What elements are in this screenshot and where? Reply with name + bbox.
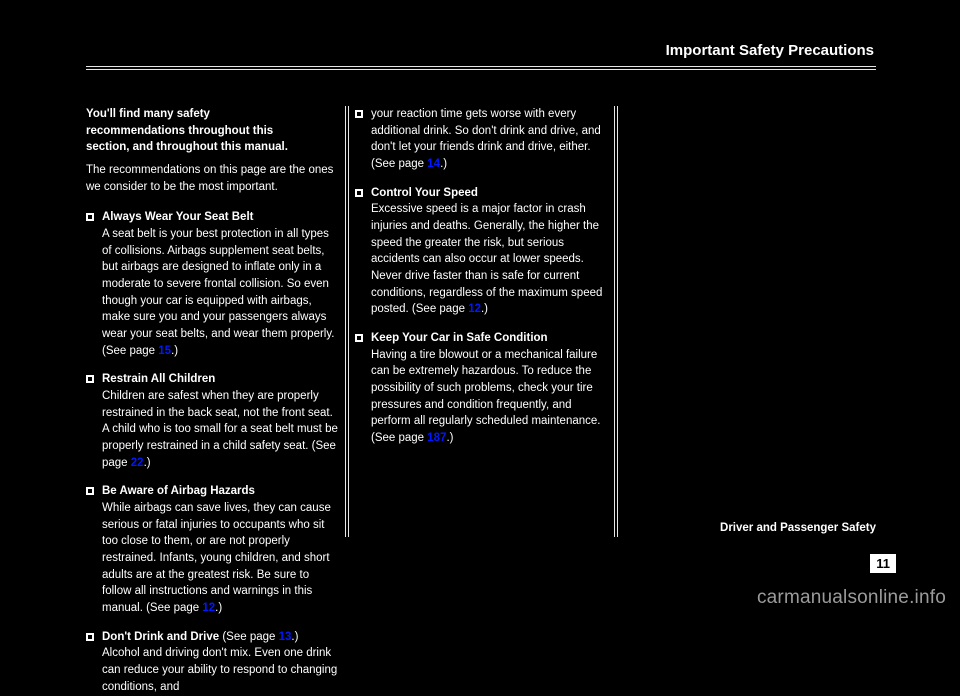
page-title: Important Safety Precautions bbox=[666, 42, 874, 59]
column-1: You'll find many safety recommendations … bbox=[86, 106, 338, 537]
bullet-text: Control Your Speed Excessive speed is a … bbox=[371, 185, 607, 318]
bullet-icon bbox=[355, 189, 363, 197]
bullet-icon bbox=[355, 110, 363, 118]
column-divider bbox=[614, 106, 618, 537]
bullet-item: Always Wear Your Seat Belt A seat belt i… bbox=[86, 209, 338, 359]
bullet-text: Don't Drink and Drive (See page 13.) Alc… bbox=[102, 629, 338, 696]
bullet-item: Keep Your Car in Safe Condition Having a… bbox=[355, 330, 607, 447]
bullet-item: Don't Drink and Drive (See page 13.) Alc… bbox=[86, 629, 338, 696]
content-columns: You'll find many safety recommendations … bbox=[86, 106, 876, 537]
bullet-text: your reaction time gets worse with every… bbox=[371, 106, 607, 173]
watermark: carmanualsonline.info bbox=[757, 587, 946, 609]
bullet-body: Excessive speed is a major factor in cra… bbox=[371, 203, 602, 315]
bullet-icon bbox=[86, 375, 94, 383]
bullet-title: Restrain All Children bbox=[102, 373, 215, 385]
bullet-body-after: .) bbox=[215, 602, 222, 614]
bullet-icon bbox=[86, 213, 94, 221]
intro-line: You'll find many safety bbox=[86, 108, 210, 120]
intro-body: The recommendations on this page are the… bbox=[86, 162, 338, 195]
page-number: 11 bbox=[870, 554, 896, 573]
column-divider bbox=[345, 106, 349, 537]
bullet-body: your reaction time gets worse with every… bbox=[371, 108, 601, 170]
bullet-title: Keep Your Car in Safe Condition bbox=[371, 332, 548, 344]
header-divider bbox=[86, 66, 876, 70]
page-link[interactable]: 22 bbox=[131, 457, 144, 469]
intro-line: recommendations throughout this bbox=[86, 125, 273, 137]
bullet-body-after: .) bbox=[481, 303, 488, 315]
bullet-body-after: .) bbox=[144, 457, 151, 469]
page-link[interactable]: 13 bbox=[279, 631, 292, 643]
page-link[interactable]: 14 bbox=[427, 158, 440, 170]
bullet-text: Be Aware of Airbag Hazards While airbags… bbox=[102, 483, 338, 616]
page-link[interactable]: 15 bbox=[158, 345, 171, 357]
bullet-body: While airbags can save lives, they can c… bbox=[102, 502, 331, 614]
bullet-body: Having a tire blowout or a mechanical fa… bbox=[371, 349, 600, 444]
bullet-body-after: .) bbox=[171, 345, 178, 357]
bullet-item: Control Your Speed Excessive speed is a … bbox=[355, 185, 607, 318]
intro-line: section, and throughout this manual. bbox=[86, 141, 288, 153]
bullet-title: Control Your Speed bbox=[371, 187, 478, 199]
bullet-body: Alcohol and driving don't mix. Even one … bbox=[102, 647, 337, 692]
page-link[interactable]: 12 bbox=[468, 303, 481, 315]
bullet-text: Restrain All Children Children are safes… bbox=[102, 371, 338, 471]
column-3: Driver and Passenger Safety bbox=[624, 106, 876, 537]
bullet-icon bbox=[86, 633, 94, 641]
bullet-body-after: .) bbox=[440, 158, 447, 170]
bullet-text: Always Wear Your Seat Belt A seat belt i… bbox=[102, 209, 338, 359]
bullet-title: Be Aware of Airbag Hazards bbox=[102, 485, 255, 497]
bullet-body: A seat belt is your best protection in a… bbox=[102, 228, 334, 357]
bullet-page-pre: (See page bbox=[222, 631, 278, 643]
bullet-body-after: .) bbox=[446, 432, 453, 444]
manual-page: Important Safety Precautions You'll find… bbox=[0, 0, 960, 617]
bullet-icon bbox=[355, 334, 363, 342]
bullet-title: Don't Drink and Drive bbox=[102, 631, 219, 643]
page-link[interactable]: 12 bbox=[202, 602, 215, 614]
bullet-item: your reaction time gets worse with every… bbox=[355, 106, 607, 173]
bullet-title: Always Wear Your Seat Belt bbox=[102, 211, 253, 223]
section-label: Driver and Passenger Safety bbox=[720, 520, 876, 537]
bullet-item: Restrain All Children Children are safes… bbox=[86, 371, 338, 471]
column-2: your reaction time gets worse with every… bbox=[355, 106, 607, 537]
bullet-page-post: .) bbox=[291, 631, 298, 643]
intro-heading: You'll find many safety recommendations … bbox=[86, 106, 338, 156]
bullet-item: Be Aware of Airbag Hazards While airbags… bbox=[86, 483, 338, 616]
page-link[interactable]: 187 bbox=[427, 432, 446, 444]
bullet-text: Keep Your Car in Safe Condition Having a… bbox=[371, 330, 607, 447]
bullet-icon bbox=[86, 487, 94, 495]
